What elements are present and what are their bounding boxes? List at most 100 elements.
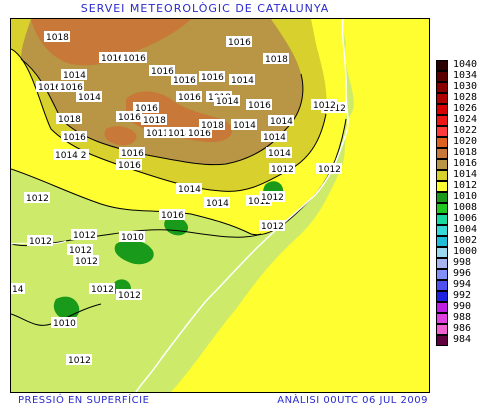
isobar-label: 14 (11, 283, 25, 295)
svg-text:1012: 1012 (318, 165, 341, 175)
svg-text:1016: 1016 (248, 101, 271, 111)
legend-swatch (436, 93, 448, 104)
isobar-label: 1012 (269, 163, 295, 175)
isobar-label: 1014 (204, 197, 230, 209)
isobar-label: 1014 (176, 183, 202, 195)
legend-label: 988 (453, 312, 472, 323)
band-1018-north (31, 19, 191, 66)
legend-item: 1006 (436, 213, 488, 225)
isobar-label: 1014 (61, 69, 87, 81)
legend-label: 1004 (453, 224, 478, 235)
legend-swatch (436, 115, 448, 126)
isobar-label: 1014 (261, 131, 287, 143)
legend-label: 1024 (453, 114, 478, 125)
svg-text:1014: 1014 (233, 121, 256, 131)
band-1018-south (104, 126, 137, 146)
legend-label: 992 (453, 290, 472, 301)
legend-swatch (436, 126, 448, 137)
legend-item: 996 (436, 268, 488, 280)
isobar-label: 1016 (171, 74, 197, 86)
svg-text:1012: 1012 (91, 285, 114, 295)
legend-swatch (436, 247, 448, 258)
svg-text:1014: 1014 (263, 133, 286, 143)
svg-text:1018: 1018 (143, 116, 166, 126)
legend-label: 998 (453, 257, 472, 268)
legend-swatch (436, 258, 448, 269)
svg-text:1016: 1016 (63, 133, 86, 143)
legend-swatch (436, 60, 448, 71)
coastline (135, 19, 349, 392)
legend-label: 1016 (453, 158, 478, 169)
svg-text:1016: 1016 (161, 211, 184, 221)
isobar-label: 1018 (141, 114, 167, 126)
isobar-label: 1014 (229, 74, 255, 86)
svg-text:1012: 1012 (313, 101, 336, 111)
svg-text:1014: 1014 (268, 149, 291, 159)
legend-item: 1020 (436, 136, 488, 148)
isobar-label: 1016 (226, 36, 252, 48)
svg-text:1012: 1012 (69, 246, 92, 256)
svg-text:1014: 1014 (178, 185, 201, 195)
svg-text:1016: 1016 (201, 73, 224, 83)
svg-text:1014: 1014 (231, 76, 254, 86)
svg-text:1014 2: 1014 2 (55, 151, 87, 161)
isobar-label: 1012 (116, 289, 142, 301)
legend-label: 1008 (453, 202, 478, 213)
legend-swatch (436, 214, 448, 225)
isobar-label: 1018 (56, 113, 82, 125)
isobar-label: 1016 (99, 52, 125, 64)
legend-label: 1006 (453, 213, 478, 224)
legend-item: 1030 (436, 81, 488, 93)
isobar-label: 1014 (231, 119, 257, 131)
pressure-legend: 1040 1034 1030 1028 1026 1024 1022 1020 1018 1016… (436, 59, 488, 346)
isobar-label: 1011 (144, 127, 170, 139)
svg-text:1014: 1014 (206, 199, 229, 209)
legend-item: 1018 (436, 147, 488, 159)
isobar-label: 1012 (311, 99, 337, 111)
svg-text:1012: 1012 (29, 237, 52, 247)
svg-text:1010: 1010 (53, 319, 76, 329)
isobar-label: 1018 (199, 119, 225, 131)
svg-text:1014: 1014 (216, 97, 239, 107)
isobar-label: 1018 (44, 31, 70, 43)
legend-item: 998 (436, 257, 488, 269)
isobar-label-layer: 1018 1016 1016 1016 1014 1016 1016 1018 … (11, 31, 347, 366)
isobar-label: 1016 (116, 111, 142, 123)
legend-label: 1034 (453, 70, 478, 81)
legend-label: 984 (453, 334, 472, 345)
isobar-label: 1012 (67, 244, 93, 256)
legend-item: 1000 (436, 246, 488, 258)
svg-text:1012: 1012 (261, 222, 284, 232)
legend-item: 1002 (436, 235, 488, 247)
legend-item: 992 (436, 290, 488, 302)
legend-item: 1024 (436, 114, 488, 126)
legend-swatch (436, 137, 448, 148)
svg-text:1012: 1012 (271, 165, 294, 175)
svg-text:1016: 1016 (121, 149, 144, 159)
legend-swatch (436, 291, 448, 302)
svg-text:1016: 1016 (173, 76, 196, 86)
svg-text:1016: 1016 (135, 104, 158, 114)
svg-text:1018: 1018 (58, 115, 81, 125)
svg-text:1016: 1016 (118, 113, 141, 123)
isobar-label: 1016 (186, 127, 212, 139)
legend-label: 1026 (453, 103, 478, 114)
svg-text:1016: 1016 (178, 93, 201, 103)
svg-text:14: 14 (12, 285, 24, 295)
svg-text:1014: 1014 (63, 71, 86, 81)
isobar-label: 1014 2 (53, 149, 89, 161)
svg-text:1018: 1018 (46, 33, 69, 43)
svg-text:1016: 1016 (60, 83, 83, 93)
svg-text:1012: 1012 (261, 193, 284, 203)
map-title: SERVEI METEOROLÒGIC DE CATALUNYA (80, 2, 330, 15)
legend-label: 1030 (453, 81, 478, 92)
isobar-label: 1012 (89, 283, 115, 295)
legend-label: 1000 (453, 246, 478, 257)
legend-item: 1004 (436, 224, 488, 236)
svg-text:1016: 1016 (101, 54, 124, 64)
isobar-label: 1016 (159, 209, 185, 221)
low-1010-a (114, 239, 154, 265)
svg-text:1011: 1011 (146, 129, 169, 139)
legend-item: 990 (436, 301, 488, 313)
legend-item: 1034 (436, 70, 488, 82)
